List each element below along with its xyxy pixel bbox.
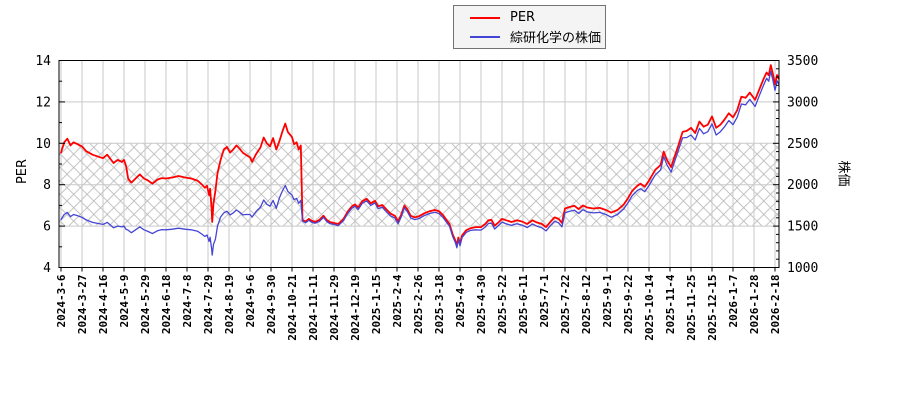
svg-text:2024-5-29: 2024-5-29 (139, 275, 152, 335)
svg-text:2025-9-1: 2025-9-1 (601, 274, 614, 327)
svg-text:2024-11-11: 2024-11-11 (307, 274, 320, 341)
svg-text:2025-7-22: 2025-7-22 (559, 275, 572, 335)
svg-text:2024-4-16: 2024-4-16 (97, 274, 110, 334)
svg-text:12: 12 (35, 95, 51, 110)
svg-text:2025-5-22: 2025-5-22 (496, 275, 509, 335)
svg-text:6: 6 (43, 220, 51, 235)
svg-text:2025-3-18: 2025-3-18 (433, 275, 446, 335)
svg-text:2026-1-7: 2026-1-7 (727, 275, 740, 328)
svg-text:8: 8 (43, 178, 51, 193)
svg-text:2024-6-18: 2024-6-18 (160, 275, 173, 335)
svg-text:2024-10-21: 2024-10-21 (286, 274, 299, 341)
vertical-gridlines (60, 60, 776, 268)
svg-text:2025-9-22: 2025-9-22 (622, 275, 635, 335)
svg-text:2025-10-14: 2025-10-14 (643, 274, 656, 341)
legend-item-per: PER (454, 8, 605, 27)
right-axis-title: 株価 (835, 160, 851, 187)
svg-text:2025-1-15: 2025-1-15 (370, 275, 383, 335)
svg-text:2024-7-8: 2024-7-8 (181, 275, 194, 328)
svg-text:3500: 3500 (787, 54, 818, 69)
legend-label-per: PER (510, 10, 536, 25)
svg-text:14: 14 (35, 54, 51, 69)
right-axis-ticks (773, 60, 779, 268)
svg-text:2026-2-18: 2026-2-18 (769, 275, 782, 335)
svg-text:2025-4-30: 2025-4-30 (475, 275, 488, 335)
svg-text:1000: 1000 (787, 261, 818, 276)
per-line-swatch (470, 16, 500, 19)
stock-price-line-swatch (470, 35, 500, 38)
svg-text:2024-9-30: 2024-9-30 (265, 275, 278, 335)
right-tick-labels: 1000 1500 2000 2500 3000 3500 (787, 54, 818, 276)
svg-text:2025-12-15: 2025-12-15 (706, 275, 719, 341)
svg-text:2024-9-6: 2024-9-6 (244, 274, 257, 327)
svg-text:2500: 2500 (787, 137, 818, 152)
svg-text:2025-6-11: 2025-6-11 (517, 274, 530, 334)
svg-text:2024-12-19: 2024-12-19 (349, 275, 362, 341)
horizontal-gridlines (59, 101, 779, 227)
legend-label-stock-price: 綜研化学の株価 (510, 31, 602, 46)
legend: PER 綜研化学の株価 (453, 5, 606, 49)
svg-text:2025-4-9: 2025-4-9 (454, 275, 467, 328)
svg-text:3000: 3000 (787, 95, 818, 110)
svg-text:2025-8-12: 2025-8-12 (580, 275, 593, 335)
svg-text:2024-8-19: 2024-8-19 (223, 275, 236, 335)
svg-text:2025-11-25: 2025-11-25 (685, 275, 698, 341)
left-tick-labels: 4 6 8 10 12 14 (35, 54, 51, 276)
legend-item-stock-price: 綜研化学の株価 (454, 27, 605, 46)
svg-text:2025-11-4: 2025-11-4 (664, 274, 677, 334)
left-axis-ticks (59, 60, 65, 268)
svg-text:2025-7-1: 2025-7-1 (538, 274, 551, 327)
svg-text:2024-7-29: 2024-7-29 (202, 275, 215, 335)
svg-text:2000: 2000 (787, 178, 818, 193)
left-axis-title: PER (15, 158, 31, 185)
x-ticks (60, 267, 776, 272)
svg-text:2026-1-28: 2026-1-28 (748, 275, 761, 335)
svg-text:2025-2-4: 2025-2-4 (391, 274, 404, 327)
svg-text:10: 10 (35, 137, 51, 152)
svg-text:1500: 1500 (787, 220, 818, 235)
svg-text:2024-3-27: 2024-3-27 (76, 275, 89, 335)
x-tick-labels: 2024-3-6 2024-3-27 2024-4-16 2024-5-9 2024-5… (55, 274, 782, 341)
svg-text:2024-11-29: 2024-11-29 (328, 275, 341, 341)
svg-text:4: 4 (43, 261, 51, 276)
per-line (60, 64, 780, 247)
svg-text:2024-5-9: 2024-5-9 (118, 275, 131, 328)
stock-price-line (60, 70, 780, 256)
svg-text:2025-2-26: 2025-2-26 (412, 274, 425, 334)
svg-text:2024-3-6: 2024-3-6 (55, 274, 68, 327)
